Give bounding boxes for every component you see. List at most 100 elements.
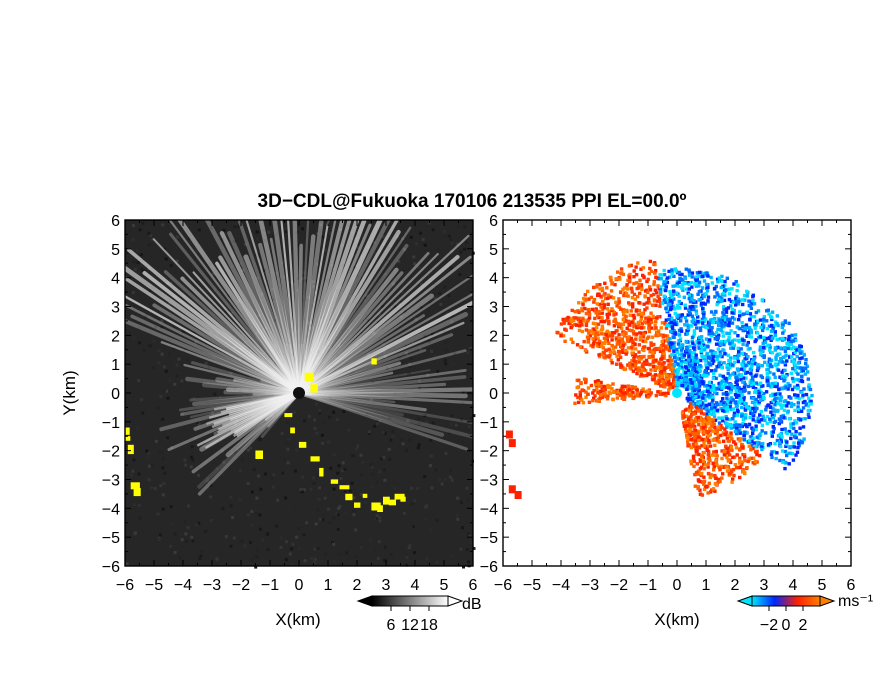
snr-beam	[297, 300, 473, 395]
doppler-cell	[717, 465, 721, 469]
doppler-cell	[806, 377, 810, 381]
doppler-cell	[667, 365, 671, 369]
doppler-cell	[591, 399, 595, 403]
snr-speckle	[213, 392, 217, 396]
doppler-cell	[721, 392, 726, 396]
doppler-cell	[574, 316, 578, 320]
doppler-cell	[699, 301, 704, 306]
snr-speckle	[238, 498, 242, 502]
snr-speckle	[335, 353, 339, 357]
doppler-cell	[747, 422, 752, 427]
doppler-cell	[737, 353, 741, 357]
snr-speckle	[168, 302, 172, 306]
snr-speckle	[166, 396, 170, 400]
snr-speckle	[438, 477, 442, 481]
doppler-cell	[643, 345, 647, 349]
snr-beam	[292, 220, 302, 396]
doppler-cell	[717, 384, 722, 389]
doppler-cell	[768, 417, 772, 421]
snr-speckle	[293, 410, 297, 414]
doppler-cell	[707, 461, 711, 465]
doppler-cell	[614, 362, 619, 366]
snr-speckle	[243, 544, 247, 548]
colorbar-max-arrow	[447, 595, 464, 607]
snr-speckle	[381, 431, 385, 435]
doppler-cell	[737, 373, 741, 377]
doppler-cell	[711, 487, 716, 491]
snr-speckle	[138, 228, 142, 232]
doppler-cell	[691, 346, 696, 350]
snr-beam	[226, 387, 302, 396]
snr-speckle	[210, 413, 214, 417]
snr-speckle	[144, 314, 148, 318]
doppler-cell	[758, 345, 763, 349]
doppler-cell	[743, 298, 747, 302]
snr-speckle	[353, 266, 357, 270]
snr-beam	[180, 276, 301, 395]
doppler-cell	[730, 480, 734, 484]
snr-speckle	[158, 450, 162, 454]
doppler-cell	[650, 374, 655, 378]
doppler-cell	[777, 421, 781, 426]
doppler-cell	[675, 305, 679, 310]
doppler-cell	[749, 300, 753, 304]
doppler-cell	[759, 325, 763, 329]
doppler-cell	[564, 328, 568, 332]
snr-speckle	[207, 422, 210, 426]
doppler-cell	[595, 283, 599, 287]
doppler-cell	[694, 278, 698, 282]
x-tick-label: −3	[203, 577, 221, 594]
snr-speckle	[312, 481, 316, 485]
doppler-cell	[596, 382, 601, 386]
doppler-cell	[689, 437, 693, 441]
doppler-cell	[730, 363, 734, 367]
doppler-cell	[592, 340, 596, 344]
snr-speckle	[249, 446, 252, 450]
doppler-cell	[725, 424, 729, 428]
doppler-cell	[714, 458, 718, 463]
doppler-cell	[633, 385, 638, 389]
y-tick-label: 3	[489, 300, 498, 317]
doppler-cell	[641, 339, 645, 343]
doppler-cell	[675, 280, 680, 284]
doppler-cell	[722, 307, 726, 311]
doppler-cell	[578, 393, 582, 397]
doppler-cell	[607, 347, 611, 351]
doppler-cell	[716, 480, 720, 484]
doppler-cell	[757, 388, 762, 392]
doppler-cell	[727, 297, 732, 302]
doppler-cell	[775, 338, 779, 342]
doppler-cell	[633, 355, 637, 359]
snr-speckle	[197, 466, 201, 470]
doppler-cell	[784, 353, 788, 358]
doppler-cell	[683, 303, 687, 307]
doppler-cell	[743, 382, 747, 387]
snr-beam	[192, 271, 301, 395]
snr-speckle	[395, 292, 399, 296]
snr-beam	[152, 238, 300, 394]
doppler-cell	[720, 449, 724, 453]
doppler-cell	[569, 318, 573, 322]
doppler-cell	[760, 298, 765, 303]
doppler-cell	[598, 311, 602, 316]
x-tick-label: −4	[174, 577, 192, 594]
doppler-cell	[798, 432, 802, 436]
doppler-cell	[724, 430, 728, 434]
doppler-cell	[693, 424, 697, 429]
doppler-cell	[754, 427, 758, 432]
doppler-cell	[696, 365, 701, 370]
doppler-cell	[725, 276, 729, 280]
doppler-cell	[671, 347, 676, 351]
doppler-cell	[658, 290, 663, 294]
doppler-cell	[562, 321, 566, 325]
doppler-cell	[775, 384, 779, 389]
doppler-cell	[720, 340, 724, 344]
snr-speckle	[354, 528, 358, 532]
doppler-cell	[588, 333, 593, 338]
doppler-cell	[745, 310, 749, 314]
doppler-cell	[707, 380, 712, 385]
doppler-cell	[736, 297, 741, 301]
snr-speckle	[418, 379, 422, 383]
doppler-cell	[575, 343, 580, 347]
snr-speckle	[142, 349, 146, 353]
